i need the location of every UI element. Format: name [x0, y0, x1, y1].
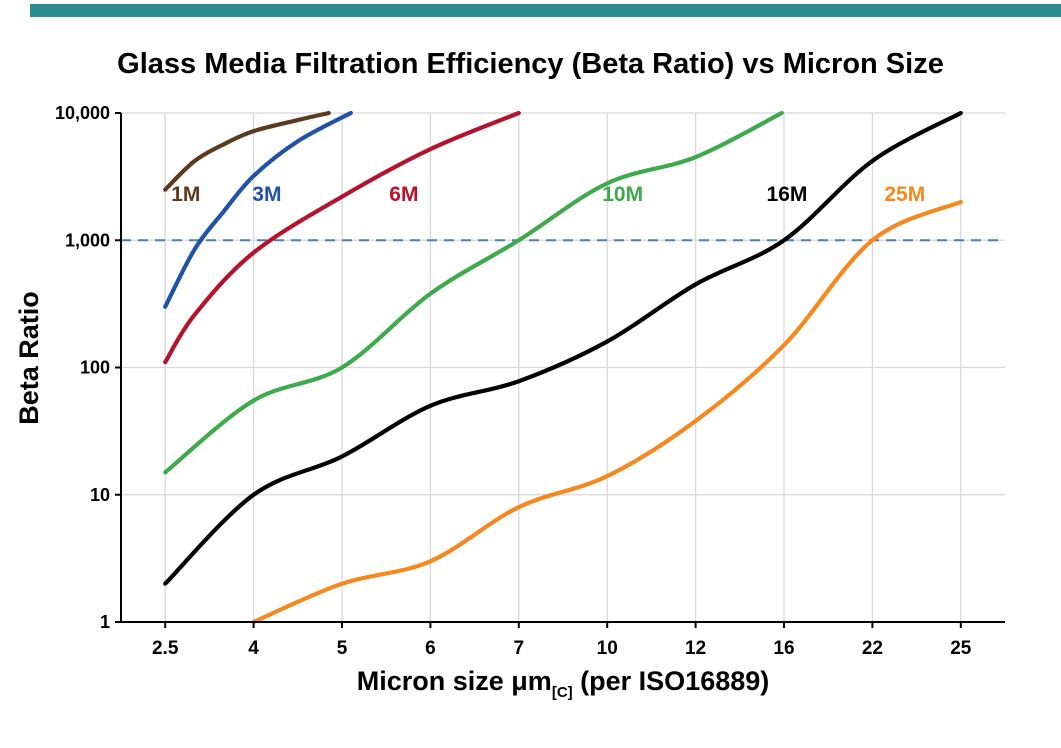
series-label-3M: 3M — [252, 183, 281, 206]
x-axis-label-subscript: [C] — [551, 684, 573, 701]
x-tick-label: 4 — [248, 638, 259, 659]
y-tick-label: 10 — [90, 485, 110, 505]
series-line-1M — [163, 110, 331, 192]
series-line-16M — [163, 110, 963, 586]
series-label-6M: 6M — [389, 183, 418, 206]
x-axis-label-tail: (per ISO16889) — [572, 666, 770, 696]
x-tick-label: 5 — [337, 638, 348, 659]
series-line-3M — [163, 110, 353, 309]
series-label-25M: 25M — [884, 183, 925, 206]
x-tick-label: 16 — [773, 638, 794, 659]
x-tick-label: 25 — [950, 638, 972, 659]
y-tick-label: 1,000 — [65, 230, 110, 250]
series-line-25M — [251, 199, 963, 625]
series-label-10M: 10M — [602, 183, 643, 206]
x-axis-label-main: Micron size μm — [356, 666, 552, 696]
x-tick-label: 2.5 — [152, 638, 179, 659]
x-tick-label: 12 — [685, 638, 706, 659]
x-tick-label: 7 — [514, 638, 525, 659]
x-axis-label: Micron size μm[C] (per ISO16889) — [121, 666, 1005, 701]
chart-title: Glass Media Filtration Efficiency (Beta … — [117, 48, 944, 80]
x-tick-label: 22 — [862, 638, 883, 659]
x-tick-label: 10 — [597, 638, 618, 659]
y-tick-label: 1 — [100, 612, 110, 632]
series-label-1M: 1M — [171, 183, 200, 206]
series-line-10M — [163, 110, 784, 475]
y-tick-label: 10,000 — [55, 103, 110, 123]
x-tick-label: 6 — [425, 638, 436, 659]
series-line-6M — [163, 110, 521, 365]
y-tick-label: 100 — [80, 358, 110, 378]
series-label-16M: 16M — [767, 183, 808, 206]
top-banner — [30, 4, 1061, 17]
